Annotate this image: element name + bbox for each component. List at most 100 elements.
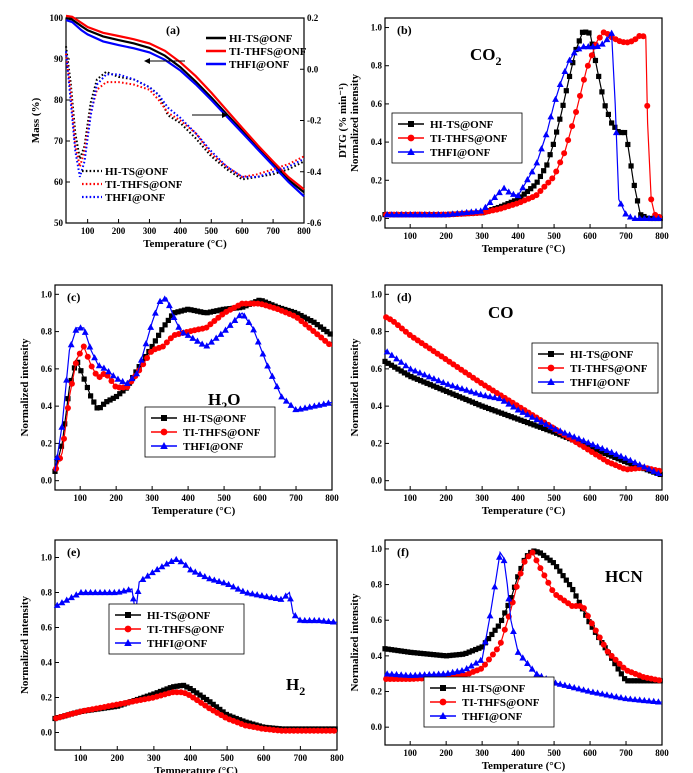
series-marker [91, 588, 99, 596]
y-tick-label: 0.6 [371, 364, 383, 374]
x-tick-label: 200 [112, 226, 126, 236]
series-marker [207, 309, 214, 315]
series-marker [531, 183, 537, 189]
series-marker [158, 563, 166, 570]
series-marker [489, 651, 496, 658]
series-marker [268, 372, 276, 379]
series-marker [547, 113, 555, 120]
series-marker [528, 665, 536, 672]
series-marker [618, 129, 624, 136]
y-tick-label: 0.2 [41, 438, 53, 448]
panel-label: (c) [67, 290, 80, 304]
series-marker [603, 691, 611, 698]
species-label: HCN [605, 567, 644, 586]
series-marker [537, 550, 544, 556]
legend-label: TI-THFS@ONF [462, 697, 540, 709]
series-marker [296, 616, 304, 623]
series-marker [486, 405, 492, 412]
x-tick-label: 700 [266, 226, 280, 236]
series-marker [626, 213, 634, 220]
legend: HI-TS@ONF TI-THFS@ONF THFI@ONF [144, 406, 276, 458]
series-marker [605, 111, 611, 118]
series-marker [444, 210, 452, 218]
x-tick-label: 700 [619, 231, 633, 241]
series-marker [589, 41, 595, 47]
series-marker [589, 688, 597, 695]
series-marker [570, 49, 578, 56]
y-tick-label: 0.6 [41, 623, 53, 633]
series-marker [411, 367, 419, 374]
series-marker [236, 311, 243, 319]
series-marker [177, 558, 185, 565]
series-marker [608, 692, 616, 699]
series-marker [68, 377, 74, 384]
series-marker [435, 211, 443, 218]
series-marker [109, 372, 117, 379]
plot-frame [384, 17, 663, 229]
series-marker [104, 399, 110, 405]
series-marker [302, 321, 309, 328]
series-marker [473, 400, 479, 407]
series-marker [198, 309, 204, 315]
series-marker [188, 307, 194, 313]
series-marker [240, 304, 246, 310]
series-marker [278, 393, 286, 400]
series-marker [537, 424, 544, 430]
series-marker [437, 652, 443, 658]
series-marker [292, 405, 300, 413]
series-marker [304, 316, 311, 322]
series-marker [87, 588, 94, 596]
x-tick-label: 100 [403, 748, 417, 758]
series-marker [588, 52, 595, 59]
series-marker [533, 557, 540, 564]
series-marker [636, 214, 644, 222]
series-marker [236, 717, 243, 723]
series-marker [107, 397, 113, 403]
series-marker [416, 211, 424, 218]
series-marker [510, 627, 517, 635]
series-marker [198, 340, 206, 347]
series-line [384, 316, 663, 472]
series-marker [321, 326, 327, 332]
series-marker [100, 364, 108, 371]
series-marker [589, 624, 595, 630]
x-tick-label: 400 [181, 493, 195, 503]
series-marker [588, 620, 595, 627]
series-marker [194, 690, 200, 696]
series-marker [560, 102, 566, 108]
series-marker [210, 701, 216, 707]
y-axis-label: Mass (%) [30, 97, 42, 143]
series-marker [612, 656, 619, 663]
legend-marker [547, 378, 555, 385]
legend-marker [160, 442, 168, 449]
series-marker [185, 306, 191, 312]
series-marker [430, 211, 438, 218]
series-marker [443, 653, 450, 659]
series-marker [638, 212, 644, 218]
series-marker [215, 577, 223, 585]
y2-axis-label: DTG (% min⁻¹) [337, 83, 349, 158]
series-marker [553, 168, 560, 175]
series-marker [599, 449, 605, 455]
series-marker [618, 457, 624, 463]
series-marker [553, 129, 560, 135]
series-marker [467, 388, 475, 395]
y2-tick-label: -0.2 [307, 116, 322, 126]
series-marker [60, 435, 67, 442]
series-marker [557, 568, 563, 574]
legend-label: TI-THFS@ONF [570, 363, 648, 375]
series-marker [140, 361, 147, 368]
y-axis-label: Normalized intensity [19, 338, 31, 437]
series-marker [640, 33, 647, 40]
series-marker [570, 684, 578, 691]
series-marker [421, 211, 428, 218]
legend-marker [408, 121, 414, 127]
series-marker [497, 639, 504, 646]
series-marker [469, 399, 476, 405]
legend-label: TI-THFS@ONF [147, 624, 225, 636]
series-marker [584, 439, 592, 446]
series-marker [222, 326, 229, 333]
plot-frame [384, 539, 663, 746]
series-marker [388, 362, 395, 368]
series-marker [495, 553, 503, 560]
